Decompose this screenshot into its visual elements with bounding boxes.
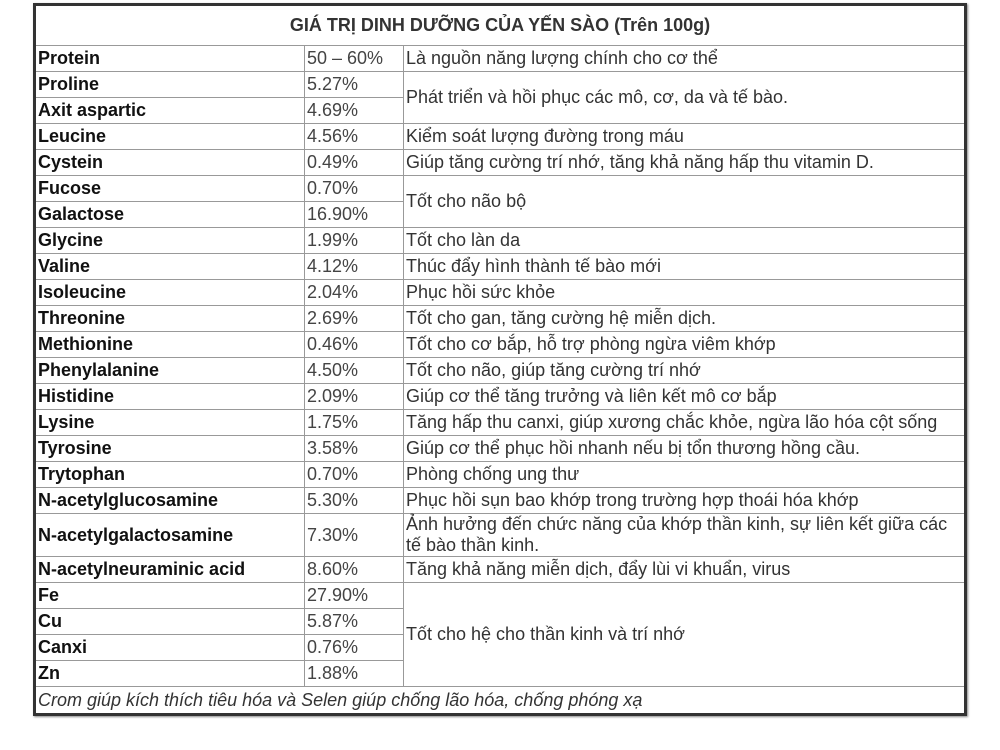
nutrient-benefit: Tốt cho hệ cho thần kinh và trí nhớ xyxy=(403,582,966,687)
footer-row: Crom giúp kích thích tiêu hóa và Selen g… xyxy=(34,686,966,715)
nutrient-value: 0.70% xyxy=(304,461,404,488)
nutrient-name: Cystein xyxy=(34,149,305,176)
nutrient-benefit: Là nguồn năng lượng chính cho cơ thể xyxy=(403,45,966,72)
nutrient-value: 0.49% xyxy=(304,149,404,176)
table-row: Fe 27.90% Tốt cho hệ cho thần kinh và trí … xyxy=(34,582,966,687)
nutrient-benefit: Giúp cơ thể phục hồi nhanh nếu bị tổn th… xyxy=(403,435,966,462)
table-row: Zn 1.88% xyxy=(34,660,966,687)
table-row: Protein 50 – 60% Là nguồn năng lượng chính… xyxy=(34,45,966,72)
nutrition-table: GIÁ TRỊ DINH DƯỠNG CỦA YẾN SÀO (Trên 100… xyxy=(33,3,967,716)
nutrient-benefit: Tốt cho cơ bắp, hỗ trợ phòng ngừa viêm k… xyxy=(403,331,966,358)
nutrient-name: Axit aspartic xyxy=(34,97,305,124)
nutrient-name: N-acetylgalactosamine xyxy=(34,513,305,557)
nutrient-benefit: Tốt cho làn da xyxy=(403,227,966,254)
nutrient-value: 1.75% xyxy=(304,409,404,436)
nutrient-name: Galactose xyxy=(34,201,305,228)
nutrient-name: Phenylalanine xyxy=(34,357,305,384)
table-row: Histidine 2.09% Giúp cơ thể tăng trưởng và… xyxy=(34,383,966,410)
nutrient-name: Canxi xyxy=(34,634,305,661)
nutrient-name: Tyrosine xyxy=(34,435,305,462)
table-row: Isoleucine 2.04% Phục hồi sức khỏe xyxy=(34,279,966,306)
nutrient-value: 50 – 60% xyxy=(304,45,404,72)
nutrient-benefit: Giúp tăng cường trí nhớ, tăng khả năng h… xyxy=(403,149,966,176)
nutrient-value: 1.99% xyxy=(304,227,404,254)
table-row: Canxi 0.76% xyxy=(34,634,966,661)
nutrient-benefit: Tăng hấp thu canxi, giúp xương chắc khỏe… xyxy=(403,409,966,436)
nutrient-name: Protein xyxy=(34,45,305,72)
nutrient-value: 5.30% xyxy=(304,487,404,514)
nutrient-name: Zn xyxy=(34,660,305,687)
table-row: N-acetylgalactosamine 7.30% Ảnh hưởng đến … xyxy=(34,513,966,557)
table-row: Valine 4.12% Thúc đẩy hình thành tế bào mớ… xyxy=(34,253,966,280)
nutrient-name: N-acetylneuraminic acid xyxy=(34,556,305,583)
nutrient-name: Lysine xyxy=(34,409,305,436)
footer-note: Crom giúp kích thích tiêu hóa và Selen g… xyxy=(34,686,966,715)
table-row: Threonine 2.69% Tốt cho gan, tăng cường hệ… xyxy=(34,305,966,332)
nutrient-value: 0.70% xyxy=(304,175,404,202)
nutrient-benefit: Kiểm soát lượng đường trong máu xyxy=(403,123,966,150)
table-row: Fucose 0.70% Tốt cho não bộ xyxy=(34,175,966,228)
nutrient-value: 1.88% xyxy=(304,660,404,687)
nutrient-name: Trytophan xyxy=(34,461,305,488)
nutrient-benefit: Tốt cho não bộ xyxy=(403,175,966,228)
table-row: N-acetylglucosamine 5.30% Phục hồi sụn bao… xyxy=(34,487,966,514)
nutrient-benefit: Tốt cho gan, tăng cường hệ miễn dịch. xyxy=(403,305,966,332)
nutrient-benefit: Phòng chống ung thư xyxy=(403,461,966,488)
nutrient-benefit: Ảnh hưởng đến chức năng của khớp thần ki… xyxy=(403,513,966,557)
nutrient-name: Valine xyxy=(34,253,305,280)
nutrient-name: N-acetylglucosamine xyxy=(34,487,305,514)
nutrient-value: 2.09% xyxy=(304,383,404,410)
nutrient-name: Threonine xyxy=(34,305,305,332)
table-row: Proline 5.27% Phát triển và hồi phục các m… xyxy=(34,71,966,124)
nutrient-benefit: Thúc đẩy hình thành tế bào mới xyxy=(403,253,966,280)
nutrient-name: Cu xyxy=(34,608,305,635)
table-row: N-acetylneuraminic acid 8.60% Tăng khả năn… xyxy=(34,556,966,583)
nutrient-value: 0.76% xyxy=(304,634,404,661)
nutrient-value: 0.46% xyxy=(304,331,404,358)
nutrient-value: 4.56% xyxy=(304,123,404,150)
nutrient-value: 16.90% xyxy=(304,201,404,228)
table-row: Axit aspartic 4.69% xyxy=(34,97,966,124)
table-row: Trytophan 0.70% Phòng chống ung thư xyxy=(34,461,966,488)
nutrient-benefit: Phục hồi sức khỏe xyxy=(403,279,966,306)
nutrient-name: Histidine xyxy=(34,383,305,410)
table-row: Lysine 1.75% Tăng hấp thu canxi, giúp xươn… xyxy=(34,409,966,436)
nutrient-value: 2.69% xyxy=(304,305,404,332)
nutrient-name: Methionine xyxy=(34,331,305,358)
nutrient-benefit: Tốt cho não, giúp tăng cường trí nhớ xyxy=(403,357,966,384)
nutrient-value: 4.12% xyxy=(304,253,404,280)
nutrient-value: 5.87% xyxy=(304,608,404,635)
nutrient-name: Proline xyxy=(34,71,305,98)
nutrient-name: Isoleucine xyxy=(34,279,305,306)
table-row: Tyrosine 3.58% Giúp cơ thể phục hồi nhanh … xyxy=(34,435,966,462)
nutrient-value: 27.90% xyxy=(304,582,404,609)
table-row: Glycine 1.99% Tốt cho làn da xyxy=(34,227,966,254)
title-row: GIÁ TRỊ DINH DƯỠNG CỦA YẾN SÀO (Trên 100… xyxy=(34,4,966,46)
table-row: Methionine 0.46% Tốt cho cơ bắp, hỗ trợ ph… xyxy=(34,331,966,358)
nutrient-name: Fucose xyxy=(34,175,305,202)
table-row: Phenylalanine 4.50% Tốt cho não, giúp tăng… xyxy=(34,357,966,384)
nutrient-benefit: Phục hồi sụn bao khớp trong trường hợp t… xyxy=(403,487,966,514)
nutrient-value: 3.58% xyxy=(304,435,404,462)
table-title: GIÁ TRỊ DINH DƯỠNG CỦA YẾN SÀO (Trên 100… xyxy=(34,4,966,46)
nutrient-benefit: Tăng khả năng miễn dịch, đẩy lùi vi khuẩ… xyxy=(403,556,966,583)
nutrient-value: 2.04% xyxy=(304,279,404,306)
nutrient-name: Glycine xyxy=(34,227,305,254)
nutrient-value: 7.30% xyxy=(304,513,404,557)
nutrient-name: Leucine xyxy=(34,123,305,150)
nutrient-value: 4.69% xyxy=(304,97,404,124)
nutrient-value: 4.50% xyxy=(304,357,404,384)
nutrient-value: 8.60% xyxy=(304,556,404,583)
nutrient-value: 5.27% xyxy=(304,71,404,98)
table-row: Cystein 0.49% Giúp tăng cường trí nhớ, tăn… xyxy=(34,149,966,176)
nutrient-benefit: Giúp cơ thể tăng trưởng và liên kết mô c… xyxy=(403,383,966,410)
nutrient-benefit: Phát triển và hồi phục các mô, cơ, da và… xyxy=(403,71,966,124)
nutrient-name: Fe xyxy=(34,582,305,609)
table-row: Leucine 4.56% Kiểm soát lượng đường trong … xyxy=(34,123,966,150)
table-row: Cu 5.87% xyxy=(34,608,966,635)
